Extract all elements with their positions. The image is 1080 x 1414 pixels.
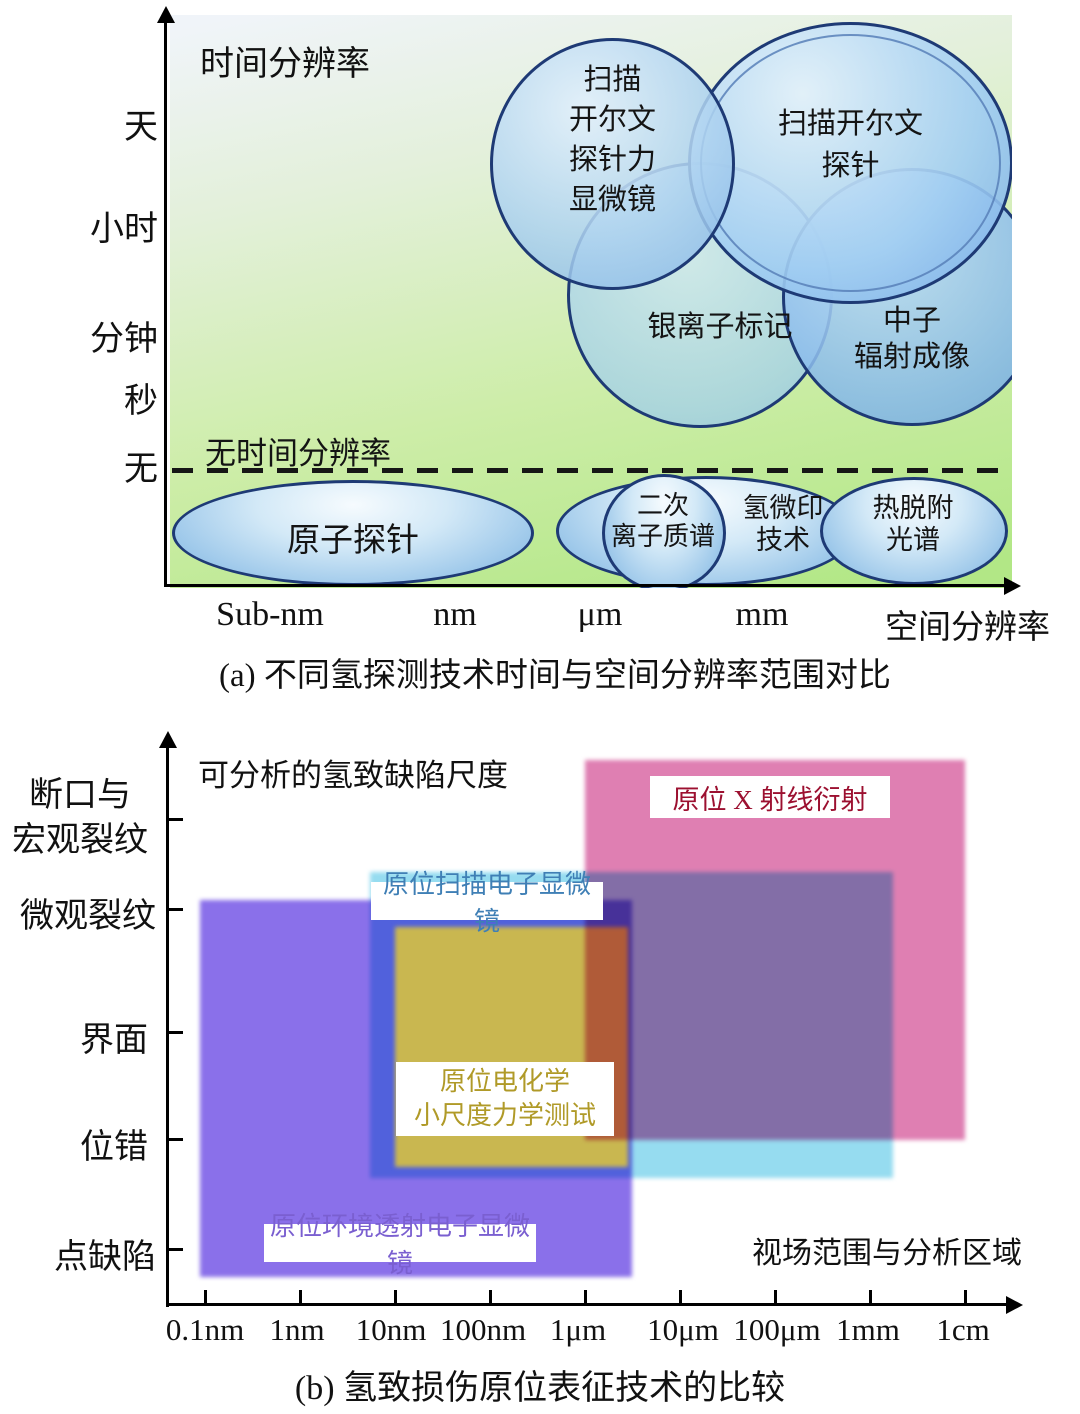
bubble-label-silver-ion: 银离子标记 (647, 311, 793, 343)
y-tick-mark (167, 1031, 183, 1034)
bubble-skpfm (490, 38, 735, 290)
y-tick-mark (167, 908, 183, 911)
oval-atom-probe (172, 480, 534, 586)
bubble-label-skp: 扫描开尔文 探针 (777, 108, 923, 182)
x-tick-mark (394, 1290, 397, 1304)
x-tick-label-3: 100nm (439, 1312, 527, 1347)
x-tick-label-2: 10nm (355, 1312, 427, 1347)
y-tick-label-second: 秒 (124, 383, 158, 420)
chart-a-plot-area: 无时间分辨率 扫描 开尔文 探针力 显微镜 扫描开尔文 探针 银离子标记 中子 … (170, 15, 1012, 588)
x-axis-a (164, 584, 1008, 587)
y-axis-b (166, 745, 169, 1307)
x-axis-b (166, 1303, 1008, 1306)
x-tick-label-1: 1nm (269, 1312, 325, 1347)
x-tick-label-7: 1mm (836, 1312, 900, 1347)
oval-sims (602, 474, 726, 588)
oval-tds (820, 477, 1008, 585)
y-tick-label-minute: 分钟 (90, 321, 158, 358)
title-b: 可分析的氢致缺陷尺度 (198, 758, 508, 793)
y-tick-mark (167, 818, 183, 821)
x-tick-label-0: 0.1nm (165, 1312, 245, 1347)
x-tick-mark (299, 1290, 302, 1304)
x-axis-arrow-b (1006, 1296, 1023, 1314)
label-insitu-tem: 原位环境透射电子显微镜 (264, 1212, 536, 1278)
caption-b: (b) 氢致损伤原位表征技术的比较 (294, 1370, 786, 1407)
bubble-label-neutron: 中子 辐射成像 (853, 305, 970, 373)
no-time-resolution-dashed-line (172, 468, 1010, 473)
y-tick-label-interface: 界面 (80, 1022, 148, 1059)
x-tick-mark (869, 1290, 872, 1304)
x-tick-label-subnm: Sub-nm (216, 596, 324, 633)
x-tick-label-8: 1cm (936, 1312, 990, 1347)
y-tick-label-fracture: 断口与 宏观裂纹 (12, 777, 148, 859)
caption-a: (a) 不同氢探测技术时间与空间分辨率范围对比 (219, 658, 891, 694)
y-tick-label-microcrack: 微观裂纹 (20, 898, 156, 935)
x-tick-label-mm: mm (735, 596, 789, 633)
oval-label-sims: 二次 离子质谱 (610, 491, 715, 551)
x-tick-mark (204, 1290, 207, 1304)
y-tick-label-none: 无 (124, 451, 158, 488)
x-axis-title-b: 视场范围与分析区域 (752, 1237, 1022, 1270)
oval-label-tds: 热脱附 光谱 (872, 493, 954, 555)
y-tick-mark (167, 1138, 183, 1141)
x-tick-mark (584, 1290, 587, 1304)
no-time-resolution-label: 无时间分辨率 (205, 436, 391, 471)
label-insitu-echem: 原位电化学 小尺度力学测试 (396, 1062, 614, 1136)
y-tick-mark (167, 1248, 183, 1251)
y-axis-arrow-a (157, 6, 175, 23)
x-tick-label-4: 1μm (549, 1312, 607, 1347)
y-tick-label-point-defect: 点缺陷 (54, 1239, 156, 1276)
oval-label-atom-probe: 原子探针 (287, 523, 419, 559)
label-insitu-sem: 原位扫描电子显微镜 (371, 870, 603, 936)
x-tick-label-nm: nm (433, 596, 477, 633)
bubble-label-skpfm: 扫描 开尔文 探针力 显微镜 (568, 64, 656, 216)
x-axis-title-a: 空间分辨率 (885, 610, 1050, 646)
label-insitu-xrd: 原位 X 射线衍射 (650, 776, 890, 818)
x-tick-label-6: 100μm (733, 1312, 821, 1347)
x-tick-mark (489, 1290, 492, 1304)
y-axis-arrow-b (159, 731, 177, 748)
x-tick-label-um: μm (577, 596, 623, 633)
x-tick-mark (964, 1290, 967, 1304)
x-tick-mark (679, 1290, 682, 1304)
y-axis-title-a: 时间分辨率 (200, 46, 370, 83)
x-axis-arrow-a (1004, 577, 1021, 595)
y-tick-label-dislocation: 位错 (80, 1129, 148, 1166)
x-tick-label-5: 10μm (647, 1312, 719, 1347)
x-tick-mark (774, 1290, 777, 1304)
y-tick-label-day: 天 (124, 109, 158, 146)
y-tick-label-hour: 小时 (90, 211, 158, 248)
y-axis-a (164, 20, 167, 586)
oval-label-hydrogen-microprint: 氢微印 技术 (742, 493, 824, 555)
